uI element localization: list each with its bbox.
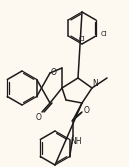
Text: Cl: Cl — [79, 36, 85, 42]
Text: O: O — [51, 67, 57, 76]
Text: NH: NH — [70, 136, 82, 145]
Text: O: O — [36, 113, 42, 122]
Text: O: O — [84, 106, 90, 115]
Text: Cl: Cl — [100, 31, 107, 37]
Text: N: N — [92, 78, 98, 88]
